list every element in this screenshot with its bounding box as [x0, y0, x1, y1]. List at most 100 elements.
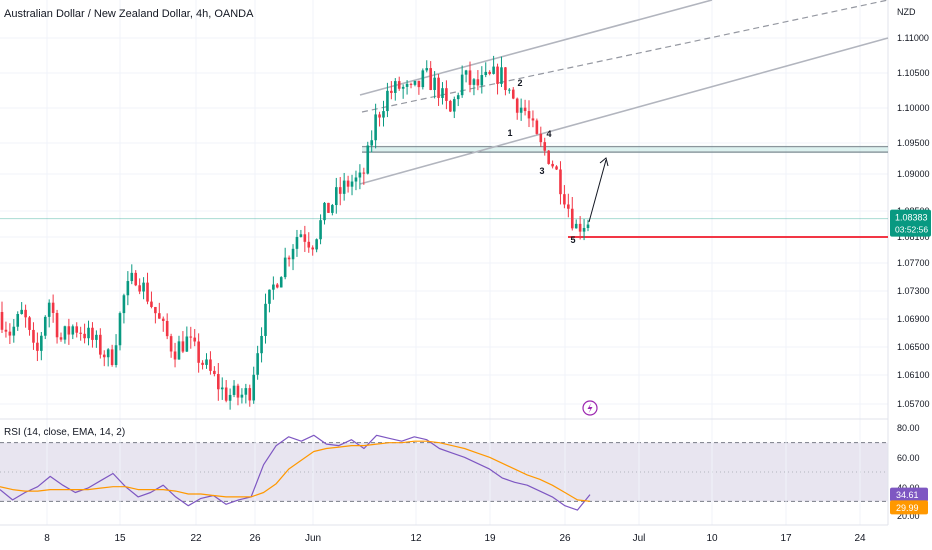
candle-body	[295, 236, 299, 249]
candle-body	[268, 289, 271, 304]
candle-body	[480, 75, 484, 86]
candle-body	[390, 90, 393, 93]
time-tick-label: 26	[249, 533, 261, 544]
lightning-icon-bolt	[587, 402, 593, 414]
candle-body	[47, 302, 51, 317]
candle-body	[252, 374, 256, 401]
rsi-ema-line	[0, 440, 591, 502]
candle-body	[248, 388, 252, 401]
candle-body	[20, 309, 23, 315]
candle-body	[4, 329, 8, 332]
candle-body	[67, 326, 71, 335]
candle-body	[559, 169, 562, 195]
candle-body	[393, 81, 397, 93]
candle-body	[409, 83, 413, 85]
candlestick-series	[0, 55, 590, 410]
candle-body	[378, 114, 381, 118]
rsi-line	[0, 434, 591, 511]
candle-body	[311, 247, 314, 250]
candle-body	[106, 349, 110, 358]
candle-body	[551, 163, 554, 167]
candle-body	[303, 234, 307, 242]
candle-body	[236, 385, 240, 398]
candle-body	[260, 335, 263, 354]
candle-body	[193, 337, 197, 342]
candle-body	[291, 248, 295, 260]
candle-body	[264, 303, 267, 336]
candle-body	[405, 83, 409, 87]
candle-body	[71, 326, 75, 335]
candle-body	[445, 88, 448, 101]
candle-body	[323, 202, 326, 221]
candle-body	[75, 326, 79, 333]
candle-body	[209, 359, 212, 371]
candle-body	[217, 374, 220, 390]
candle-body	[276, 284, 279, 288]
price-tick-label: 1.10500	[897, 68, 930, 78]
candle-body	[441, 88, 444, 98]
candle-body	[0, 312, 4, 330]
price-tick-label: 1.10000	[897, 103, 930, 113]
candle-body	[456, 95, 460, 100]
candle-body	[504, 67, 507, 91]
candle-body	[386, 90, 389, 112]
projection-arrow-head	[599, 157, 609, 167]
candle-body	[555, 166, 558, 170]
candle-body	[484, 71, 488, 76]
wave-label-5: 5	[570, 235, 575, 245]
candle-body	[16, 314, 20, 327]
last-price-label: 1.08383	[895, 213, 928, 223]
candle-body	[165, 320, 169, 337]
candle-body	[272, 284, 275, 290]
candle-body	[24, 309, 27, 318]
candle-body	[449, 100, 452, 112]
time-tick-label: Jun	[305, 533, 321, 544]
candle-body	[177, 341, 181, 360]
candle-body	[574, 223, 578, 229]
time-tick-label: 8	[44, 533, 50, 544]
price-tick-label: 1.11000	[897, 33, 929, 43]
candle-body	[99, 334, 102, 355]
candle-body	[95, 334, 98, 340]
rsi-value-badge	[890, 487, 928, 502]
candle-body	[425, 68, 429, 71]
candle-body	[523, 107, 527, 112]
wave-label-1: 1	[507, 128, 512, 138]
candle-body	[535, 120, 539, 134]
currency-label: NZD	[897, 7, 916, 17]
candle-body	[55, 312, 59, 338]
candle-body	[130, 272, 134, 282]
candle-body	[142, 282, 145, 292]
rsi-ema-badge	[890, 500, 928, 515]
candle-body	[59, 337, 63, 340]
rsi-ema-label: 29.99	[896, 503, 919, 513]
candle-body	[189, 336, 193, 338]
price-tick-label: 1.06100	[897, 370, 930, 380]
price-tick-label: 1.09000	[897, 169, 930, 179]
candle-body	[519, 107, 523, 113]
candle-body	[201, 362, 204, 365]
candle-body	[563, 194, 566, 205]
candle-body	[496, 66, 499, 84]
candle-body	[515, 98, 519, 113]
candle-body	[232, 385, 236, 395]
candle-body	[220, 387, 224, 390]
candle-body	[114, 345, 118, 365]
time-tick-label: 15	[114, 533, 126, 544]
candle-body	[161, 318, 165, 321]
time-tick-label: 26	[559, 533, 571, 544]
candle-body	[338, 187, 342, 194]
candle-body	[492, 66, 495, 74]
rsi-title: RSI (14, close, EMA, 14, 2)	[4, 427, 126, 438]
last-price-badge	[890, 209, 931, 237]
candle-body	[173, 351, 177, 360]
candle-body	[460, 74, 464, 96]
candle-body	[91, 327, 94, 340]
candle-body	[543, 142, 547, 151]
candle-body	[279, 277, 283, 288]
channel-top-line	[359, 0, 713, 96]
candle-body	[32, 329, 35, 343]
candle-body	[150, 301, 153, 307]
wave-label-4: 4	[546, 129, 551, 139]
